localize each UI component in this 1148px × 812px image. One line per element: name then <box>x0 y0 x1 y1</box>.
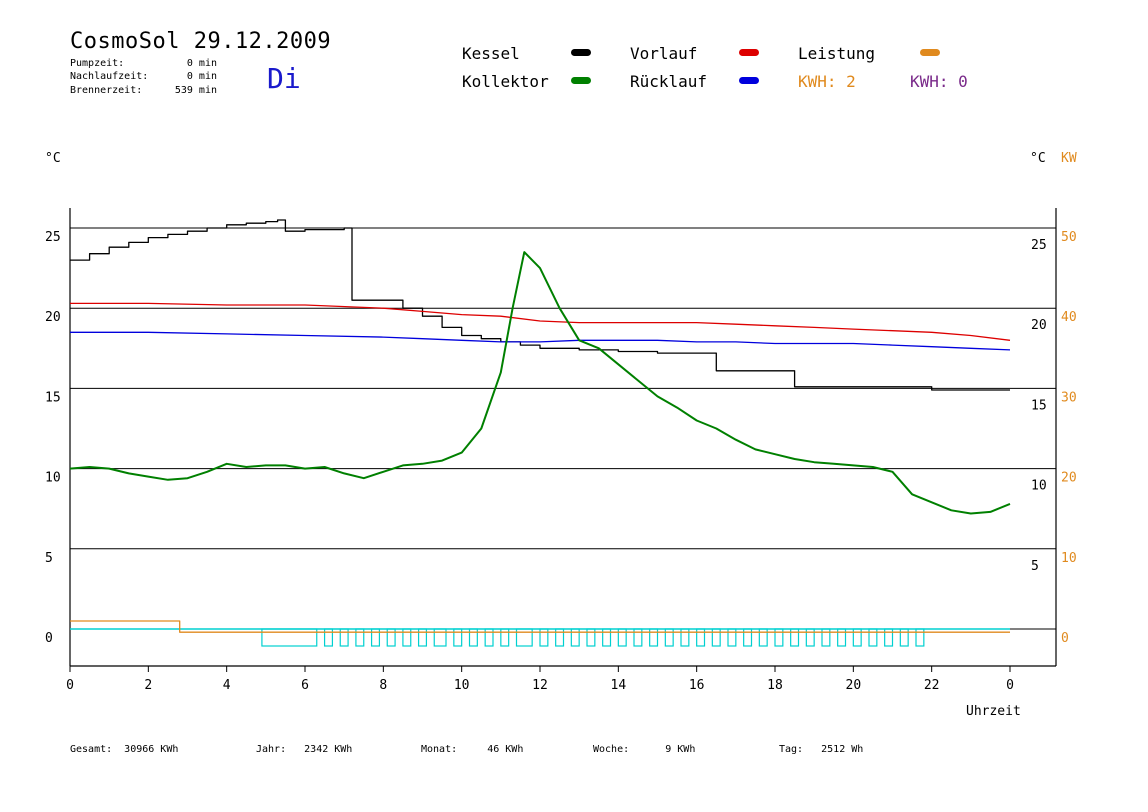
legend-kwh-orange: KWH: 2 <box>798 72 856 91</box>
series-line-kollektor <box>69 251 1011 515</box>
x-axis-title: Uhrzeit <box>966 704 1021 719</box>
y-axis-unit-left: °C <box>45 151 61 166</box>
footer-monat: Monat: 46 KWh <box>421 744 524 755</box>
series-line-leistung <box>70 620 1010 633</box>
x-tick-label: 0 <box>1006 678 1014 693</box>
y-axis-unit-right: °C <box>1030 151 1046 166</box>
y-tick-label-right-kw: 0 <box>1061 631 1069 646</box>
y-tick-label-left: 25 <box>45 230 61 245</box>
legend-leistung-swatch <box>920 49 940 56</box>
y-tick-label-left: 0 <box>45 631 53 646</box>
series-line-rcklauf <box>70 331 1011 351</box>
y-axis-unit-kw: KW <box>1061 151 1077 166</box>
series-line-kessel <box>70 219 1010 391</box>
weekday-label: Di <box>267 62 301 95</box>
nachlaufzeit-value: 0 min <box>186 71 217 82</box>
y-tick-label-right-c: 20 <box>1031 318 1047 333</box>
x-tick-label: 0 <box>66 678 74 693</box>
x-tick-label: 6 <box>301 678 309 693</box>
y-tick-label-right-kw: 20 <box>1061 471 1077 486</box>
y-tick-label-right-c: 25 <box>1031 238 1047 253</box>
x-tick-label: 8 <box>379 678 387 693</box>
brennerzeit-label: Brennerzeit: <box>70 85 143 96</box>
x-tick-label: 2 <box>144 678 152 693</box>
y-tick-label-left: 20 <box>45 310 61 325</box>
x-tick-label: 4 <box>223 678 231 693</box>
x-tick-label: 14 <box>611 678 627 693</box>
y-tick-label-right-kw: 40 <box>1061 310 1077 325</box>
y-tick-label-left: 5 <box>45 551 53 566</box>
legend-ruecklauf-swatch <box>739 77 759 84</box>
legend-leistung-label: Leistung <box>798 44 876 63</box>
y-tick-label-right-kw: 10 <box>1061 551 1077 566</box>
legend-kessel-label: Kessel <box>462 44 520 63</box>
footer-tag: Tag: 2512 Wh <box>779 744 864 755</box>
x-tick-label: 16 <box>689 678 705 693</box>
legend-ruecklauf-label: Rücklauf <box>630 72 708 91</box>
y-tick-label-right-kw: 50 <box>1061 230 1077 245</box>
x-tick-label: 22 <box>924 678 940 693</box>
legend-vorlauf-label: Vorlauf <box>630 44 698 63</box>
footer-jahr: Jahr: 2342 KWh <box>256 744 353 755</box>
legend-kollektor-swatch <box>571 77 591 84</box>
series-line-vorlauf <box>70 302 1011 341</box>
y-tick-label-right-c: 5 <box>1031 559 1039 574</box>
brennerzeit-value: 539 min <box>174 85 217 96</box>
x-tick-label: 12 <box>532 678 548 693</box>
pumpzeit-value: 0 min <box>186 58 217 69</box>
footer-gesamt: Gesamt: 30966 KWh <box>70 744 179 755</box>
footer-woche: Woche: 9 KWh <box>593 744 696 755</box>
x-tick-label: 20 <box>846 678 862 693</box>
pumpzeit-label: Pumpzeit: <box>70 58 125 69</box>
page-title: CosmoSol 29.12.2009 <box>70 29 332 54</box>
nachlaufzeit-label: Nachlaufzeit: <box>70 71 149 82</box>
y-tick-label-left: 15 <box>45 390 61 405</box>
x-tick-label: 10 <box>454 678 470 693</box>
legend-kollektor-label: Kollektor <box>462 72 549 91</box>
x-tick-label: 18 <box>767 678 783 693</box>
legend-vorlauf-swatch <box>739 49 759 56</box>
y-tick-label-right-c: 15 <box>1031 398 1047 413</box>
y-tick-label-right-c: 10 <box>1031 479 1047 494</box>
y-tick-label-right-kw: 30 <box>1061 390 1077 405</box>
legend-kessel-swatch <box>571 49 591 56</box>
y-tick-label-left: 10 <box>45 471 61 486</box>
legend-kwh-purple: KWH: 0 <box>910 72 968 91</box>
